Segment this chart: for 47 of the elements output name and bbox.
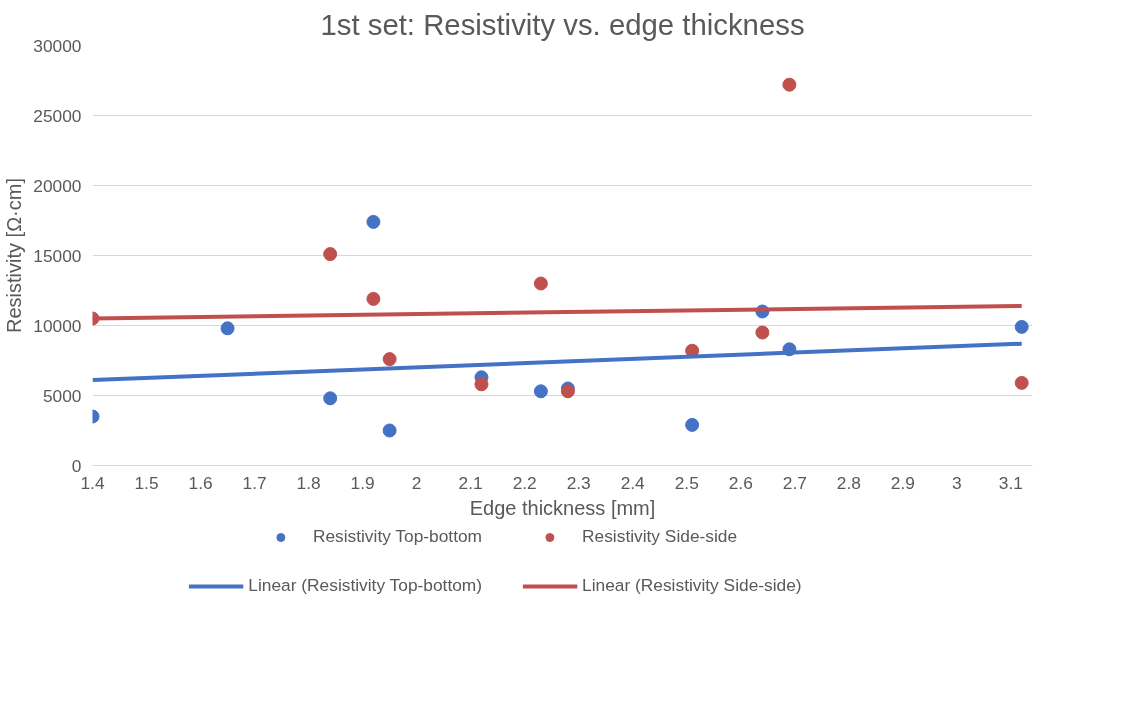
x-tick-label: 2.8 [836,472,861,493]
point [323,247,338,262]
y-tick-label: 20000 [33,175,82,196]
x-tick-label: 1.6 [188,472,213,493]
x-tick-label: 2.6 [728,472,753,493]
y-tick-label: 5000 [42,385,82,406]
point [1014,375,1029,390]
x-tick-label: 2.2 [512,472,537,493]
point [382,423,397,438]
x-tick-label: 2.1 [458,472,483,493]
x-tick-label: 2.9 [890,472,915,493]
x-tick-label: 1.9 [350,472,375,493]
x-tick-label: 1.7 [242,472,267,493]
y-tick-label: 10000 [33,315,82,336]
y-axis-title: Resistivity [Ω·cm] [3,178,26,333]
legend-label: Resistivity Top-bottom [312,526,483,547]
point [533,384,548,399]
legend-label: Resistivity Side-side [582,526,738,547]
x-tick-label: 1.4 [80,472,105,493]
point [685,417,700,432]
x-tick-label: 3 [952,472,962,493]
x-tick-label: 1.5 [134,472,159,493]
point [220,321,235,336]
y-tick-label: 0 [71,455,82,476]
y-tick-label: 25000 [33,105,82,126]
legend-label: Linear (Resistivity Top-bottom) [248,575,483,596]
chart-title: 1st set: Resistivity vs. edge thickness [320,7,805,41]
x-tick-label: 2.7 [782,472,807,493]
y-tick-label: 15000 [33,245,82,266]
legend-label: Linear (Resistivity Side-side) [582,575,802,596]
point [474,377,489,392]
point [366,214,381,229]
point [366,291,381,306]
x-tick-label: 1.8 [296,472,321,493]
x-axis-title: Edge thickness [mm] [469,496,656,519]
x-tick-label: 2.3 [566,472,591,493]
point [755,325,770,340]
x-tick-label: 2.5 [674,472,699,493]
point [382,352,397,367]
point [1014,319,1029,334]
point [533,276,548,291]
y-tick-label: 30000 [33,35,82,56]
x-tick-label: 2 [411,472,422,493]
point [323,391,338,406]
x-tick-label: 3.1 [998,472,1023,493]
point [782,77,797,92]
x-tick-label: 2.4 [620,472,646,493]
